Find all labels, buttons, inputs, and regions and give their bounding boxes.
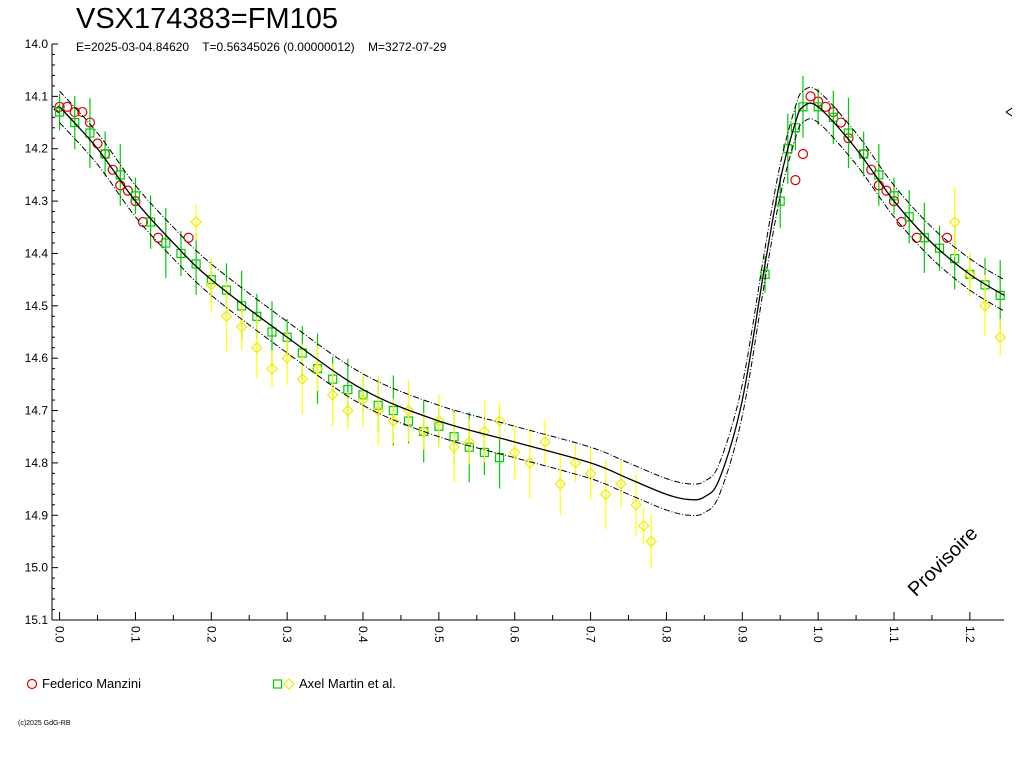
- x-tick-label: 0.7: [584, 626, 598, 643]
- data-point-diamond: [508, 446, 521, 459]
- fit-curve: [59, 102, 1005, 501]
- data-point-diamond: [645, 535, 658, 548]
- x-tick-label: 0.1: [128, 626, 142, 643]
- chart-title: VSX174383=FM105: [76, 3, 338, 35]
- data-point-square: [176, 248, 186, 259]
- y-tick-label: 14.6: [25, 351, 49, 365]
- data-point-diamond: [637, 519, 650, 532]
- data-point-diamond: [463, 436, 476, 448]
- x-tick-label: 1.1: [887, 626, 901, 643]
- x-tick-label: 0.2: [204, 626, 218, 643]
- data-point-diamond: [493, 415, 506, 427]
- data-point-circle: [942, 232, 953, 243]
- y-tick-label: 14.7: [25, 404, 49, 418]
- x-tick-label: 1.2: [963, 626, 977, 643]
- data-point-diamond: [569, 457, 582, 469]
- data-point-circle: [92, 138, 103, 149]
- legend-label: Axel Martin et al.: [299, 676, 396, 691]
- data-point-diamond: [630, 498, 642, 511]
- data-point-circle: [866, 164, 877, 175]
- legend-observer-2: Axel Martin et al.: [272, 676, 396, 691]
- data-point-circle: [820, 101, 831, 112]
- y-tick-label: 15.0: [25, 561, 49, 575]
- data-point-diamond: [994, 331, 1007, 344]
- data-point-diamond: [478, 425, 491, 438]
- data-point-circle: [790, 175, 801, 186]
- y-tick-label: 14.5: [25, 299, 49, 313]
- x-tick-label: 0.9: [735, 626, 749, 643]
- data-point-diamond: [448, 441, 460, 454]
- data-point-circle: [797, 148, 809, 160]
- x-tick-label: 0.0: [53, 626, 67, 643]
- right-edge-marker: [1005, 107, 1013, 117]
- x-tick-label: 0.8: [659, 626, 673, 643]
- data-point-diamond: [372, 404, 385, 417]
- fit-envelope-upper: [59, 86, 1005, 485]
- data-point-diamond: [554, 478, 567, 490]
- data-point-square: [267, 327, 277, 337]
- data-point-diamond: [417, 425, 430, 438]
- x-tick-label: 1.0: [811, 626, 825, 643]
- data-point-diamond: [599, 488, 612, 501]
- y-tick-label: 14.1: [25, 89, 49, 103]
- data-point-diamond: [220, 310, 233, 323]
- data-point-square: [191, 259, 201, 269]
- data-point-diamond: [296, 373, 309, 385]
- data-point-diamond: [387, 415, 400, 427]
- data-point-diamond: [250, 341, 263, 354]
- data-point-diamond: [979, 299, 991, 312]
- fit-envelope-lower: [59, 118, 1005, 517]
- data-point-square: [843, 128, 854, 138]
- legend-observer-1: Federico Manzini: [26, 676, 141, 691]
- y-tick-label: 14.2: [25, 142, 49, 156]
- circle-marker-icon: [26, 678, 38, 689]
- data-point-diamond: [326, 388, 339, 401]
- y-tick-label: 14.9: [25, 508, 49, 522]
- data-point-diamond: [615, 478, 627, 490]
- y-tick-label: 15.1: [25, 613, 49, 627]
- data-point-diamond: [539, 436, 551, 448]
- x-tick-label: 0.3: [280, 626, 294, 643]
- ephemeris-line: E=2025-03-04.84620 T=0.56345026 (0.00000…: [76, 40, 447, 54]
- data-point-square: [798, 102, 808, 112]
- x-tick-label: 0.4: [356, 626, 370, 643]
- data-point-square: [70, 117, 80, 128]
- data-point-circle: [77, 106, 88, 118]
- data-point-square: [995, 290, 1005, 300]
- data-point-diamond: [266, 362, 278, 375]
- data-point-square: [85, 128, 95, 138]
- data-point-diamond: [281, 352, 294, 365]
- data-point-square: [904, 212, 914, 222]
- legend-label: Federico Manzini: [42, 676, 141, 691]
- x-tick-label: 0.5: [432, 626, 446, 643]
- data-point-diamond: [341, 404, 354, 417]
- y-tick-label: 14.8: [25, 456, 49, 470]
- diamond-marker-icon: [283, 677, 295, 690]
- data-point-circle: [835, 117, 847, 128]
- data-point-diamond: [311, 362, 324, 375]
- data-point-diamond: [235, 320, 248, 333]
- data-point-diamond: [948, 216, 961, 228]
- y-tick-label: 14.4: [25, 246, 49, 260]
- data-point-diamond: [190, 216, 202, 228]
- x-tick-label: 0.6: [508, 626, 522, 643]
- data-point-circle: [183, 232, 194, 243]
- data-point-square: [813, 102, 823, 112]
- data-point-circle: [122, 185, 133, 196]
- data-point-diamond: [357, 394, 369, 406]
- data-point-circle: [107, 164, 118, 175]
- copyright-note: (c)2025 GdG-RB: [18, 720, 71, 727]
- y-tick-label: 14.0: [25, 37, 49, 51]
- data-point-square: [161, 238, 171, 248]
- y-tick-label: 14.3: [25, 194, 49, 208]
- data-point-circle: [62, 101, 73, 112]
- data-point-circle: [911, 232, 922, 243]
- data-point-circle: [881, 185, 892, 196]
- data-point-square: [919, 233, 929, 243]
- data-point-circle: [805, 91, 816, 102]
- data-point-square: [934, 243, 945, 253]
- square-marker-icon: [272, 678, 283, 689]
